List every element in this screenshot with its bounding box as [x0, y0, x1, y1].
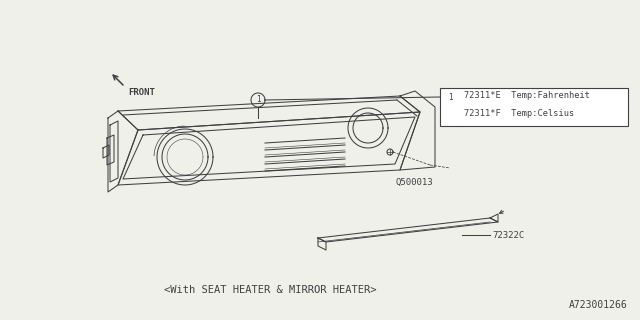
Text: <With SEAT HEATER & MIRROR HEATER>: <With SEAT HEATER & MIRROR HEATER>: [164, 285, 376, 295]
Text: 72311*F  Temp:Celsius: 72311*F Temp:Celsius: [464, 109, 574, 118]
Text: FRONT: FRONT: [128, 88, 155, 97]
Text: A723001266: A723001266: [569, 300, 628, 310]
Text: Q500013: Q500013: [396, 178, 434, 187]
Text: 72322C: 72322C: [492, 230, 524, 239]
Text: 1: 1: [448, 92, 452, 101]
Text: 1: 1: [256, 95, 260, 105]
Text: 72311*E  Temp:Fahrenheit: 72311*E Temp:Fahrenheit: [464, 91, 590, 100]
Bar: [440, 88, 628, 126]
